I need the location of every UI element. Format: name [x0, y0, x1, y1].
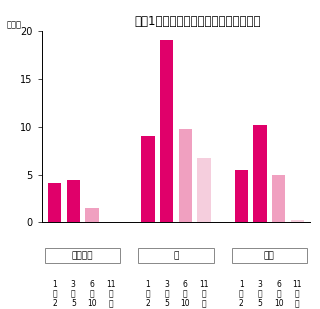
Text: 1
～
2
階: 1 ～ 2 階	[52, 280, 57, 309]
Bar	[48, 183, 61, 222]
Text: 3
～
5
階: 3 ～ 5 階	[258, 280, 262, 309]
Bar	[67, 180, 80, 222]
Text: 1
～
2
階: 1 ～ 2 階	[146, 280, 150, 309]
Text: ゴキブリ: ゴキブリ	[72, 252, 93, 260]
Bar	[179, 129, 192, 222]
Text: 11
階
～: 11 階 ～	[292, 280, 302, 308]
Bar	[141, 136, 155, 222]
Text: 11
階
～: 11 階 ～	[199, 280, 209, 308]
Text: 1
～
2
階: 1 ～ 2 階	[239, 280, 244, 309]
Bar	[85, 208, 99, 222]
Bar	[253, 125, 267, 222]
Bar	[291, 220, 304, 222]
FancyBboxPatch shape	[45, 248, 120, 263]
Text: 11
階
～: 11 階 ～	[106, 280, 116, 308]
Title: この1年間の遭遇回数は？（集合住宅）: この1年間の遭遇回数は？（集合住宅）	[134, 15, 261, 28]
Bar	[160, 40, 173, 222]
FancyBboxPatch shape	[232, 248, 307, 263]
Text: 6
～
10
階: 6 ～ 10 階	[180, 280, 190, 309]
FancyBboxPatch shape	[139, 248, 213, 263]
Text: 蜘蛠: 蜘蛠	[264, 252, 275, 260]
Text: 3
～
5
階: 3 ～ 5 階	[71, 280, 76, 309]
Text: 3
～
5
階: 3 ～ 5 階	[164, 280, 169, 309]
Text: 蚊: 蚊	[173, 252, 179, 260]
Bar	[235, 170, 248, 222]
Text: （回）: （回）	[7, 20, 22, 29]
Text: 6
～
10
階: 6 ～ 10 階	[87, 280, 97, 309]
Bar	[197, 158, 211, 222]
Text: 6
～
10
階: 6 ～ 10 階	[274, 280, 284, 309]
Bar	[272, 175, 285, 222]
